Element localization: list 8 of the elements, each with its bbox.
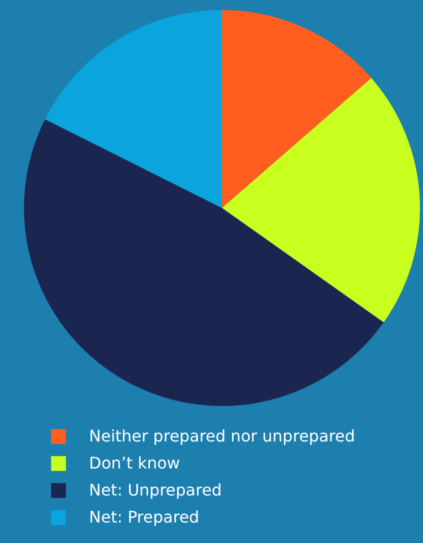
legend-label: Net: Prepared <box>89 508 200 526</box>
pie-slice <box>24 119 384 406</box>
pie-slice <box>45 10 222 208</box>
legend-label: Neither prepared nor unprepared <box>89 426 355 446</box>
legend-label: Net: Unprepared <box>89 480 222 500</box>
pie-slice <box>222 78 420 322</box>
legend-label: Don’t know <box>89 454 180 472</box>
pie-slice <box>222 10 372 208</box>
